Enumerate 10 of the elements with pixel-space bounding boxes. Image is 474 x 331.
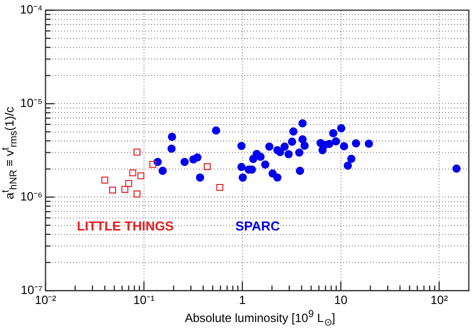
text: SPARC xyxy=(235,218,281,234)
x-axis-title: Absolute luminosity [10$^{9}$ L$_{⊙}$] xyxy=(184,309,336,328)
y-tick-label: 10⁻⁴ xyxy=(20,2,43,17)
x-tick-label: 10 xyxy=(334,293,348,308)
x-tick-label: 1 xyxy=(238,293,246,308)
y-tick-label: 10⁻⁵ xyxy=(20,96,43,110)
x-tick-label: 10⁻¹ xyxy=(133,293,155,308)
x-tick-label: 10² xyxy=(430,293,448,308)
y-tick-label: 10⁻⁶ xyxy=(20,189,43,204)
text: LITTLE THINGS xyxy=(76,218,174,234)
